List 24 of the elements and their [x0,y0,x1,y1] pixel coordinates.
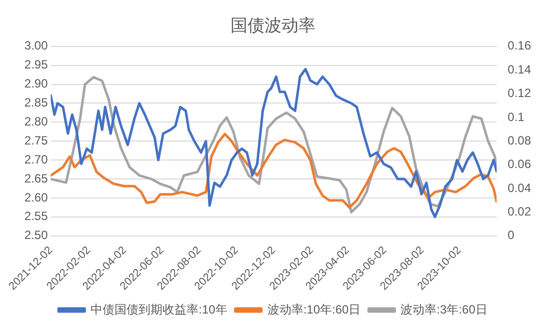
y-tick-label: 2.80 [24,114,48,129]
y-tick-label: 2.90 [24,76,48,91]
y-tick-label: 2.75 [24,133,48,148]
legend-label: 中债国债到期收益率:10年 [90,302,228,316]
y-tick-label: 2.55 [24,209,48,224]
legend-label: 波动率:3年:60日 [400,302,488,316]
y2-tick-label: 0.14 [508,62,532,76]
y2-tick-label: 0.12 [508,86,532,100]
y2-tick-label: 0.08 [508,133,532,148]
y-tick-label: 2.70 [24,152,48,166]
y2-tick-label: 0.06 [508,157,532,172]
y-tick-label: 2.65 [24,171,48,186]
y-tick-label: 2.95 [24,58,48,72]
y-tick-label: 3.00 [24,38,48,53]
y-tick-label: 2.60 [24,190,48,204]
y2-tick-label: 0.1 [508,110,525,124]
y-tick-label: 2.50 [24,228,48,242]
y2-tick-label: 0 [508,228,515,242]
y2-tick-label: 0.02 [508,204,532,219]
chart-title: 国债波动率 [230,16,316,35]
y2-tick-label: 0.16 [508,38,532,53]
legend-label: 波动率:10年:60日 [267,302,361,316]
y2-tick-label: 0.04 [508,180,532,195]
y-tick-label: 2.85 [24,96,48,110]
